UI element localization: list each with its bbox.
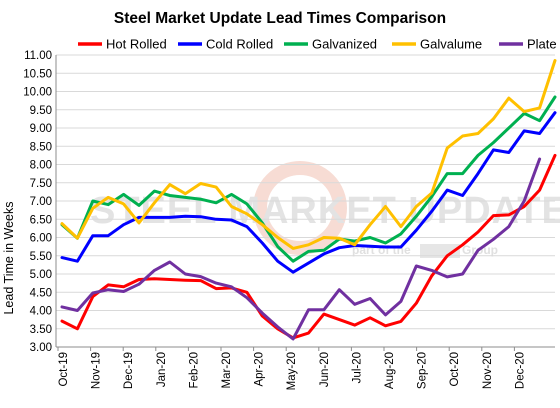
y-tick-label: 10.50 [23, 68, 52, 80]
series-line-plate [60, 157, 542, 341]
series-line-galvalume [60, 59, 557, 250]
watermark-logo: STEEL MARKET UPDATE part of the Group [90, 161, 560, 258]
x-tick-label: Nov-19 [91, 352, 103, 389]
y-tick-label: 3.50 [30, 324, 52, 336]
y-tick-label: 10.00 [23, 87, 52, 99]
y-tick-label: 3.00 [30, 342, 52, 354]
x-tick-label: Sep-20 [417, 352, 429, 389]
y-tick-label: 6.00 [30, 233, 52, 245]
x-tick-label: May-20 [286, 352, 298, 390]
x-tick-label: Nov-20 [482, 352, 494, 389]
x-axis-ticks: Oct-19 Nov-19 Dec-19 Jan-20 Feb-20 Mar-20 Apr-… [57, 347, 526, 390]
x-tick-label: Mar-20 [221, 352, 233, 388]
x-tick-label: Aug-20 [384, 352, 396, 389]
y-tick-label: 7.50 [30, 178, 52, 190]
x-tick-label: Jun-20 [319, 352, 331, 387]
chart-legend: Hot Rolled Cold Rolled Galvanized Galvalume… [78, 37, 557, 52]
x-tick-label: Apr-20 [254, 352, 266, 387]
x-tick-label: Dec-20 [514, 352, 526, 389]
series-line-galvanized [60, 95, 557, 263]
legend-label: Cold Rolled [206, 37, 273, 52]
y-axis-title: Lead Time in Weeks [2, 201, 16, 314]
y-tick-label: 9.00 [30, 123, 52, 135]
y-tick-label: 4.50 [30, 287, 52, 299]
y-tick-label: 4.00 [30, 306, 52, 318]
series-lines [60, 59, 557, 341]
x-tick-label: Jan-20 [156, 352, 168, 387]
y-tick-label: 8.00 [30, 160, 52, 172]
y-tick-label: 8.50 [30, 141, 52, 153]
x-tick-label: Feb-20 [188, 352, 200, 388]
x-tick-label: Oct-19 [58, 352, 70, 387]
legend-label: Galvanized [312, 37, 377, 52]
y-tick-label: 5.50 [30, 251, 52, 263]
y-tick-label: 9.50 [30, 105, 52, 117]
y-tick-label: 7.00 [30, 196, 52, 208]
y-tick-label: 6.50 [30, 214, 52, 226]
legend-label: Hot Rolled [106, 37, 167, 52]
y-tick-label: 5.00 [30, 269, 52, 281]
y-tick-label: 11.00 [24, 50, 52, 62]
watermark-main-text: STEEL MARKET UPDATE [90, 190, 560, 232]
y-axis-ticks: 3.00 3.50 4.00 4.50 5.00 5.50 6.00 6.50 7.00 7.50… [23, 50, 52, 354]
x-tick-label: Dec-19 [123, 352, 135, 389]
legend-label: Plate [527, 37, 557, 52]
x-tick-label: Oct-20 [449, 352, 461, 387]
legend-label: Galvalume [420, 37, 482, 52]
axes [55, 55, 555, 348]
x-tick-label: Jul-20 [351, 352, 363, 383]
chart-title: Steel Market Update Lead Times Compariso… [114, 10, 446, 27]
